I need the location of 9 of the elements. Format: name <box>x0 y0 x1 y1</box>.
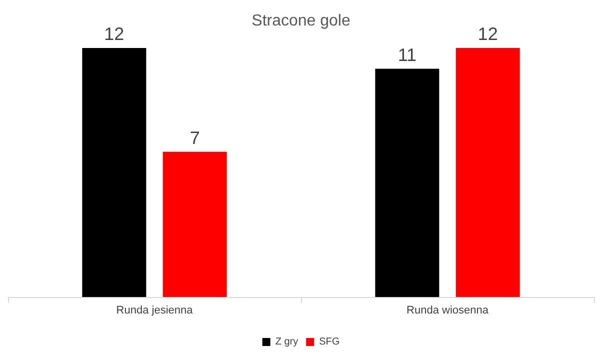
data-label: 12 <box>478 24 498 44</box>
data-label: 11 <box>398 44 417 65</box>
legend-label: SFG <box>319 336 340 348</box>
data-label: 12 <box>104 24 124 44</box>
x-tick-label: Runda jesienna <box>116 304 194 316</box>
data-label: 7 <box>190 128 200 148</box>
legend-label: Z gry <box>275 336 298 348</box>
chart-title: Stracone gole <box>252 12 350 30</box>
x-tick-label: Runda wiosenna <box>406 304 490 316</box>
